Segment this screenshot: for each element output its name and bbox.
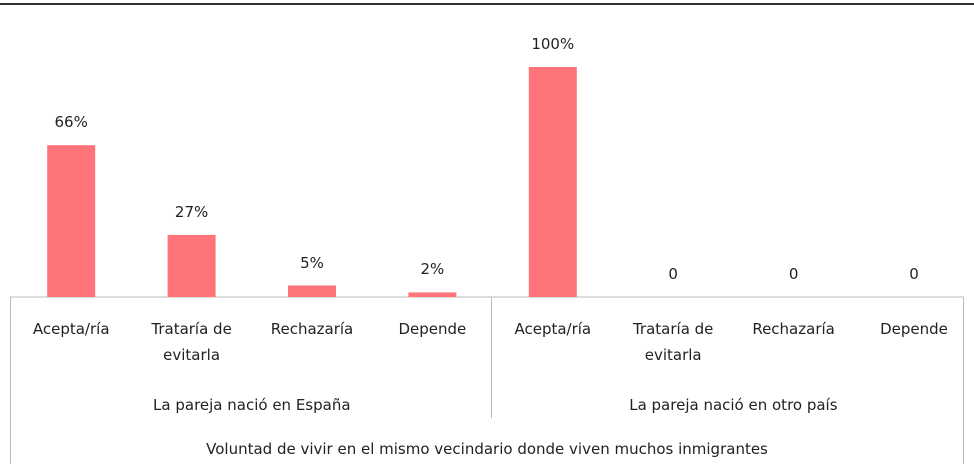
- x-tick-label: Acepta/ría: [32, 320, 110, 338]
- value-label: 0: [668, 265, 678, 283]
- x-tick-label: Depende: [398, 320, 467, 338]
- value-label: 5%: [300, 253, 324, 272]
- x-tick-label: Rechazaría: [752, 320, 835, 338]
- x-tick-label: Depende: [880, 320, 948, 338]
- value-label: 100%: [531, 35, 575, 53]
- bar: [47, 145, 96, 297]
- value-label: 0: [788, 265, 799, 283]
- x-tick-label: Trataría de evitarla: [632, 320, 714, 364]
- value-label: 0: [909, 265, 919, 283]
- group-label: La pareja nació en otro país: [629, 396, 838, 414]
- x-tick-label: Trataría de evitarla: [151, 320, 232, 364]
- x-tick-label: Acepta/ría: [514, 320, 592, 338]
- bar: [408, 292, 457, 297]
- value-label: 27%: [174, 202, 209, 221]
- bar: [528, 67, 577, 297]
- x-axis-label: Voluntad de vivir en el mismo vecindario…: [206, 440, 768, 458]
- bar: [288, 285, 336, 297]
- group-label: La pareja nació en España: [153, 396, 351, 414]
- x-tick-label: Rechazaría: [270, 320, 354, 338]
- value-label: 2%: [420, 260, 445, 279]
- bar: [167, 234, 216, 297]
- value-label: 66%: [54, 113, 88, 132]
